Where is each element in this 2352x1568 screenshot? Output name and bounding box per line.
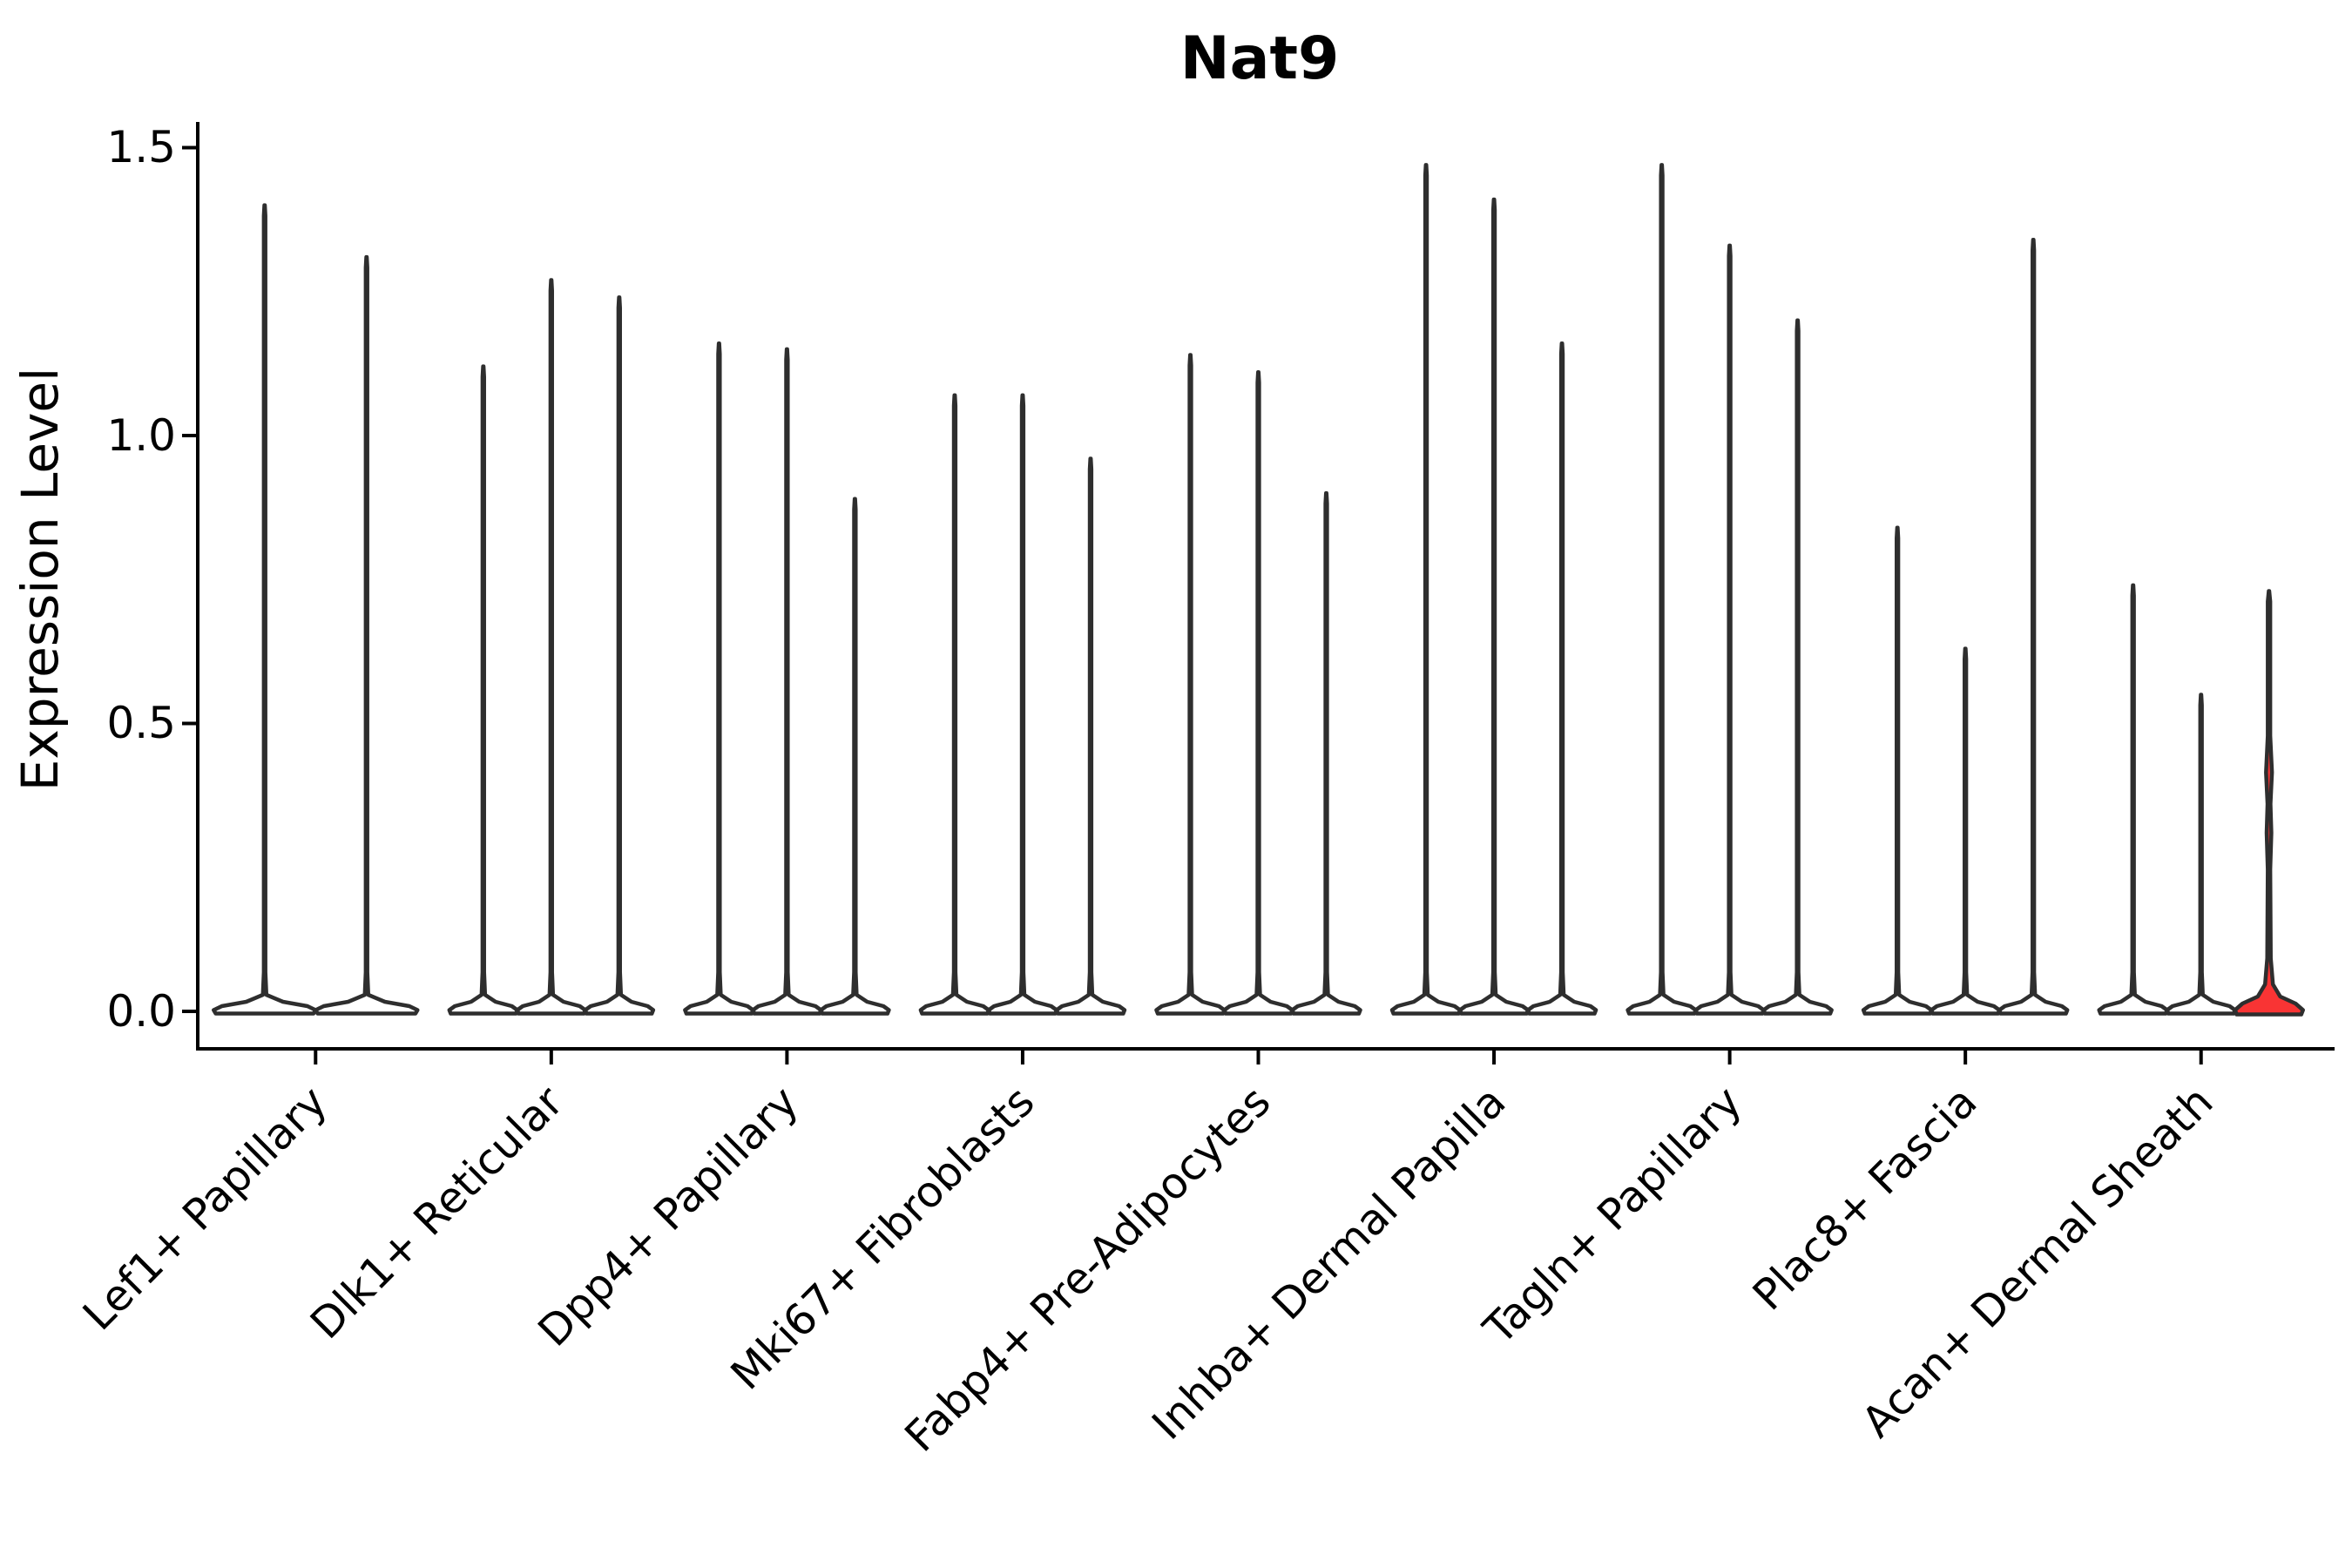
- violin-8-3: [1997, 238, 2070, 1016]
- violin-9-1: [2097, 583, 2169, 1016]
- y-tick-label-0.0: 0.0: [106, 986, 176, 1037]
- y-tick-label-0.5: 0.5: [106, 698, 176, 748]
- x-tick-label-dpp4-papillary: Dpp4+ Papillary: [529, 1077, 808, 1355]
- violin-2-1: [447, 364, 520, 1016]
- violin-4-2: [986, 393, 1059, 1016]
- x-tick-label-lef1-papillary: Lef1+ Papillary: [73, 1077, 336, 1340]
- violin-6-3: [1525, 341, 1598, 1016]
- violin-7-2: [1693, 243, 1766, 1016]
- x-tick-label-tagln-papillary: Tagln+ Papillary: [1474, 1077, 1752, 1355]
- violin-7-1: [1625, 163, 1698, 1016]
- violin-6-2: [1457, 197, 1531, 1016]
- violin-5-1: [1154, 353, 1227, 1016]
- violin-7-3: [1761, 318, 1834, 1016]
- violin-8-1: [1861, 525, 1934, 1016]
- violin-9-2: [2165, 693, 2237, 1016]
- violin-4-1: [918, 393, 991, 1016]
- violin-2-3: [583, 295, 656, 1016]
- y-tick-label-1.5: 1.5: [106, 122, 176, 172]
- x-tick-label-plac8-fascia: Plac8+ Fascia: [1743, 1077, 1986, 1320]
- violin-9-3: [2233, 589, 2305, 1017]
- violin-3-1: [683, 341, 755, 1016]
- violin-5-3: [1290, 490, 1362, 1016]
- violin-3-2: [751, 347, 823, 1016]
- violin-5-2: [1222, 370, 1294, 1016]
- violin-6-1: [1389, 163, 1463, 1016]
- violin-1-1: [212, 203, 318, 1016]
- y-tick-label-1.0: 1.0: [106, 410, 176, 461]
- violin-1-2: [314, 254, 420, 1016]
- violin-2-2: [515, 278, 588, 1016]
- violin-4-3: [1054, 456, 1127, 1016]
- violin-3-3: [819, 497, 891, 1016]
- y-axis-label: Expression Level: [10, 368, 70, 791]
- x-tick-label-dlk1-reticular: Dlk1+ Reticular: [301, 1077, 574, 1349]
- violin-8-2: [1929, 646, 2002, 1016]
- chart-title: Nat9: [1180, 24, 1340, 93]
